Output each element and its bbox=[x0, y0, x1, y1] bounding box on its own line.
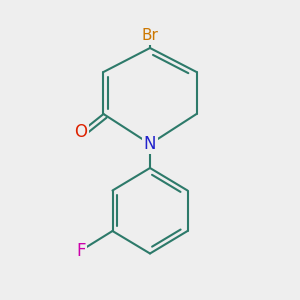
Text: Br: Br bbox=[142, 28, 158, 44]
Text: O: O bbox=[74, 123, 88, 141]
Text: N: N bbox=[144, 135, 156, 153]
Text: F: F bbox=[76, 242, 86, 260]
